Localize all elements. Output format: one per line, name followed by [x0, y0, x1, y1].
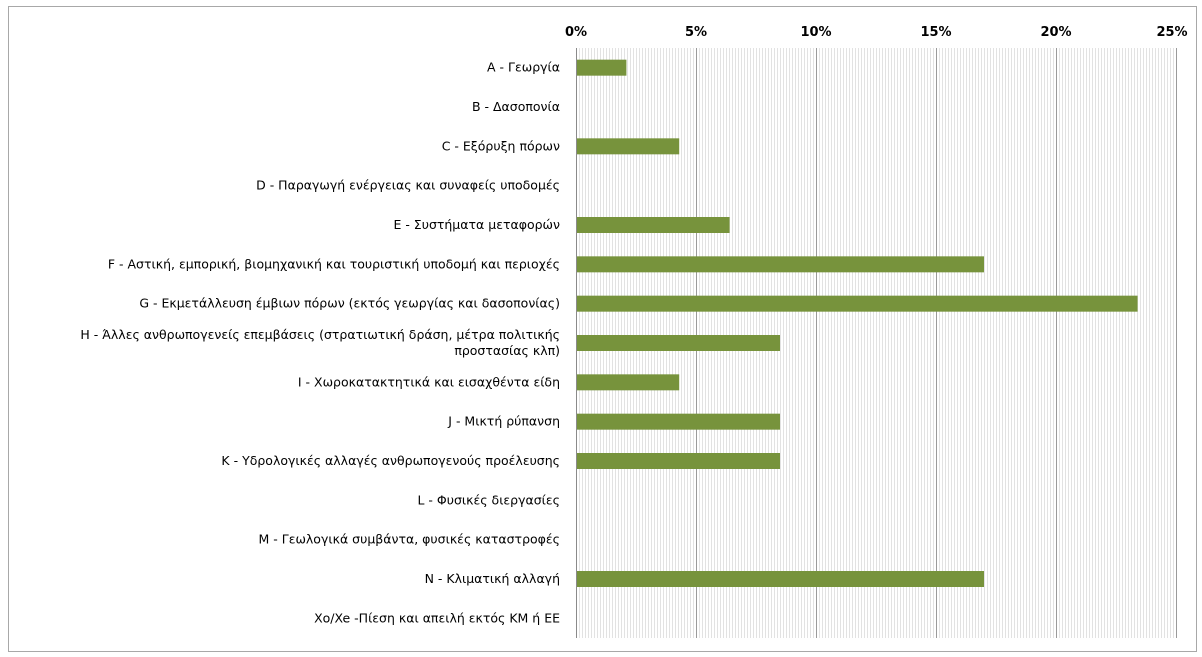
bar	[577, 295, 1138, 312]
category-label-line: L - Φυσικές διεργασίες	[417, 492, 560, 507]
x-tick-label: 20%	[1040, 25, 1071, 40]
category-label-line: A - Γεωργία	[487, 60, 560, 75]
x-tick-label: 5%	[685, 25, 707, 40]
category-label: F - Αστική, εμπορική, βιομηχανική και το…	[108, 256, 560, 271]
category-label: Xo/Xe -Πίεση και απειλή εκτός ΚΜ ή ΕΕ	[314, 610, 560, 625]
category-label-line: προστασίας κλπ)	[454, 343, 560, 358]
bar	[577, 413, 780, 430]
x-tick-label: 25%	[1156, 25, 1187, 40]
chart-frame	[8, 6, 1197, 652]
category-label: I - Χωροκατακτητικά και εισαχθέντα είδη	[298, 374, 560, 389]
bar	[577, 374, 680, 391]
category-label: N - Κλιματική αλλαγή	[425, 571, 560, 586]
category-label-line: H - Άλλες ανθρωπογενείς επεμβάσεις (στρα…	[80, 327, 560, 342]
bar	[577, 59, 627, 76]
category-label: D - Παραγωγή ενέργειας και συναφείς υποδ…	[256, 178, 560, 193]
category-label: L - Φυσικές διεργασίες	[417, 492, 560, 507]
x-tick-label: 0%	[565, 25, 587, 40]
category-label: B - Δασοπονία	[472, 99, 560, 114]
category-label-line: N - Κλιματική αλλαγή	[425, 571, 560, 586]
bar	[577, 138, 680, 155]
category-label: M - Γεωλογικά συμβάντα, φυσικές καταστρο…	[258, 532, 560, 547]
bar	[577, 217, 730, 233]
category-label-line: J - Μικτή ρύπανση	[447, 414, 560, 429]
category-label: K - Υδρολογικές αλλαγές ανθρωπογενούς πρ…	[221, 453, 560, 468]
category-label-line: M - Γεωλογικά συμβάντα, φυσικές καταστρο…	[258, 532, 560, 547]
bar	[577, 256, 984, 273]
category-label-line: K - Υδρολογικές αλλαγές ανθρωπογενούς πρ…	[221, 453, 560, 468]
category-label-line: B - Δασοπονία	[472, 99, 560, 114]
category-label-line: C - Εξόρυξη πόρων	[442, 138, 560, 153]
category-label-line: G - Εκμετάλλευση έμβιων πόρων (εκτός γεω…	[139, 296, 560, 311]
category-label: E - Συστήματα μεταφορών	[393, 217, 560, 232]
category-label: C - Εξόρυξη πόρων	[442, 138, 560, 153]
category-label-line: E - Συστήματα μεταφορών	[393, 217, 560, 232]
category-label-line: I - Χωροκατακτητικά και εισαχθέντα είδη	[298, 374, 560, 389]
category-label-line: Xo/Xe -Πίεση και απειλή εκτός ΚΜ ή ΕΕ	[314, 610, 560, 625]
category-label: H - Άλλες ανθρωπογενείς επεμβάσεις (στρα…	[80, 327, 560, 358]
bar	[577, 453, 780, 469]
bar	[577, 571, 984, 587]
category-label: J - Μικτή ρύπανση	[447, 414, 560, 429]
bar	[577, 335, 780, 351]
x-tick-label: 10%	[800, 25, 831, 40]
x-tick-label: 15%	[920, 25, 951, 40]
category-label-line: D - Παραγωγή ενέργειας και συναφείς υποδ…	[256, 178, 560, 193]
category-label: A - Γεωργία	[487, 60, 560, 75]
category-label-line: F - Αστική, εμπορική, βιομηχανική και το…	[108, 256, 560, 271]
category-label: G - Εκμετάλλευση έμβιων πόρων (εκτός γεω…	[139, 296, 560, 311]
